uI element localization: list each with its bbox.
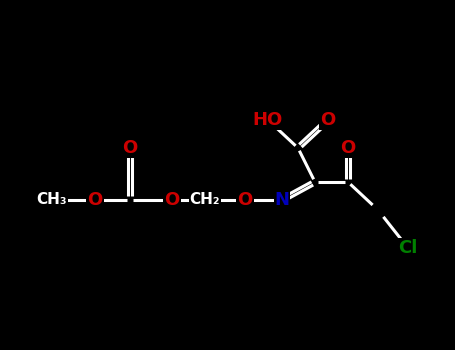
Text: HO: HO	[253, 111, 283, 129]
Text: O: O	[87, 191, 103, 209]
Text: CH₂: CH₂	[190, 193, 220, 208]
Text: O: O	[122, 139, 137, 157]
Text: O: O	[320, 111, 336, 129]
Text: O: O	[238, 191, 253, 209]
Text: O: O	[340, 139, 356, 157]
Text: N: N	[274, 191, 289, 209]
Text: O: O	[164, 191, 180, 209]
Text: CH₃: CH₃	[37, 193, 67, 208]
Text: Cl: Cl	[398, 239, 418, 257]
